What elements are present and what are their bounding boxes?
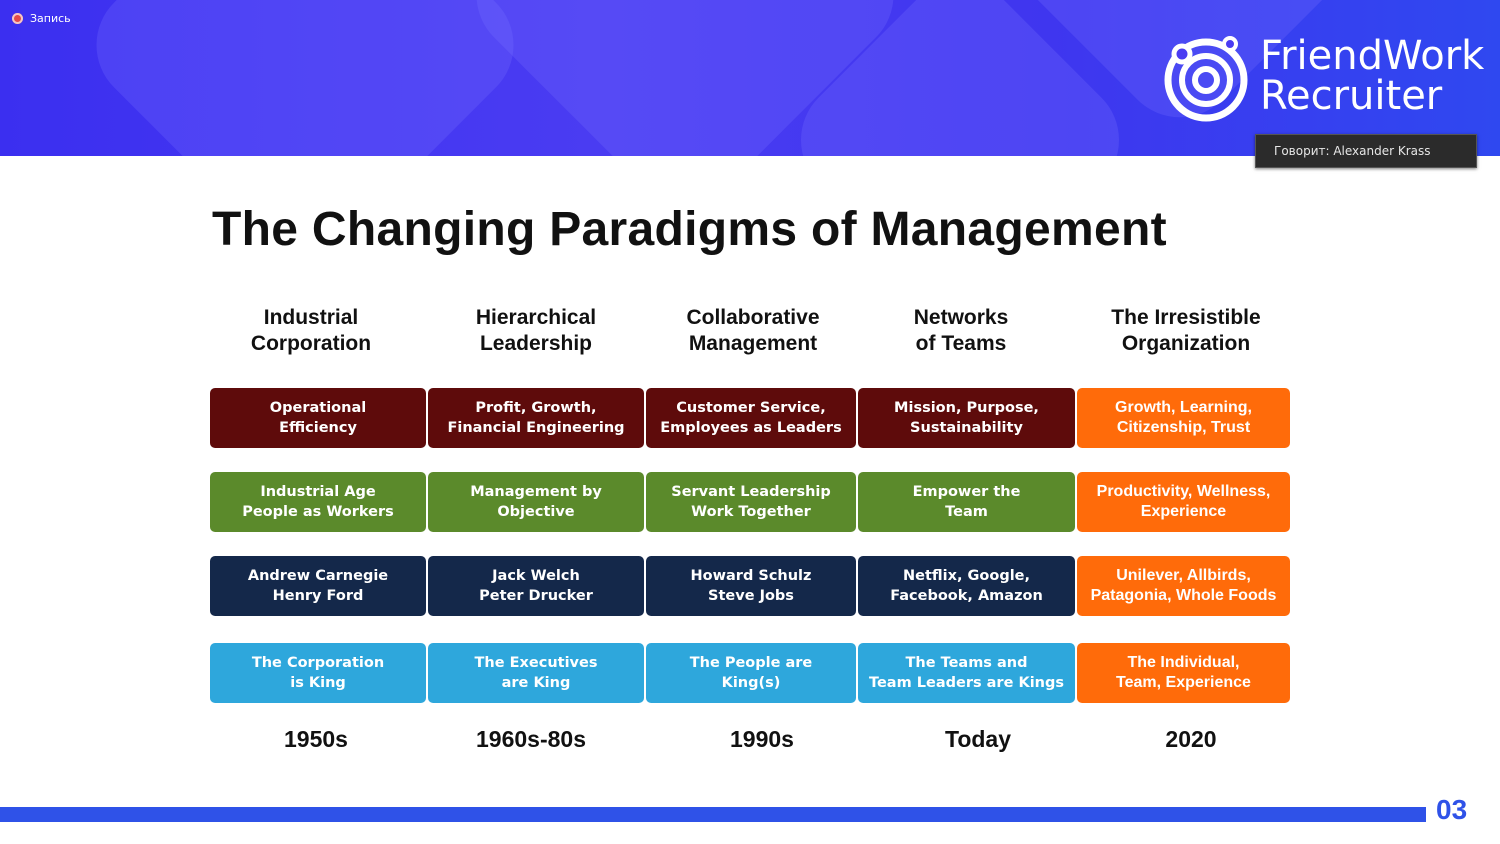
cell-text: The Teams and Team Leaders are Kings [869,655,1064,691]
cell-model: Empower the Team [858,472,1075,532]
cell-leaders: Andrew Carnegie Henry Ford [210,556,426,616]
cell-model: Servant Leadership Work Together [646,472,856,532]
column-heading: Hierarchical Leadership [475,306,597,355]
cell-text: Netflix, Google, Facebook, Amazon [890,568,1043,604]
cell-focus: Operational Efficiency [210,388,426,448]
record-icon [12,13,23,24]
cell-text: Operational Efficiency [269,400,367,436]
recording-indicator: Запись [12,12,71,25]
cell-text: Growth, Learning, Citizenship, Trust [1115,399,1252,436]
recording-label: Запись [30,12,71,25]
cell-text: Andrew Carnegie Henry Ford [247,568,389,604]
video-header-banner: Запись FriendWork Recruiter [0,0,1500,156]
cell-leaders: Jack Welch Peter Drucker [428,556,644,616]
cell-text: Profit, Growth, Financial Engineering [447,400,625,436]
cell-text: The Individual, Team, Experience [1116,654,1251,691]
friendwork-logo: FriendWork Recruiter [1160,30,1484,122]
cell-focus: Growth, Learning, Citizenship, Trust [1077,388,1290,448]
cell-text: Mission, Purpose, Sustainability [894,400,1039,436]
column-heading: Collaborative Management [686,306,820,355]
column-heading: Networks of Teams [913,306,1009,355]
cell-king: The Individual, Team, Experience [1077,643,1290,703]
cell-king: The People are King(s) [646,643,856,703]
page-number: 03 [1436,794,1468,825]
cell-model: Productivity, Wellness, Experience [1077,472,1290,532]
era-label: 1960s-80s [476,726,586,752]
column-heading: Industrial Corporation [250,306,372,355]
cell-text: Industrial Age People as Workers [242,484,394,520]
cell-text: Jack Welch Peter Drucker [479,568,593,604]
cell-leaders: Unilever, Allbirds, Patagonia, Whole Foo… [1077,556,1290,616]
column-heading: The Irresistible Organization [1111,306,1261,355]
cell-text: The People are King(s) [689,655,813,691]
cell-focus: Customer Service, Employees as Leaders [646,388,856,448]
slide-title: The Changing Paradigms of Management [212,203,1167,256]
cell-leaders: Howard Schulz Steve Jobs [646,556,856,616]
cell-king: The Corporation is King [210,643,426,703]
cell-text: The Corporation is King [251,655,385,691]
logo-line-2: Recruiter [1260,73,1443,119]
era-label: 2020 [1165,726,1217,752]
cell-text: Management by Objective [470,484,602,520]
cell-king: The Teams and Team Leaders are Kings [858,643,1075,703]
cell-text: Empower the Team [912,484,1021,520]
cell-text: Howard Schulz Steve Jobs [690,568,812,604]
cell-text: Customer Service, Employees as Leaders [660,400,842,436]
logo-line-1: FriendWork [1260,33,1485,79]
era-label: Today [944,726,1012,752]
active-speaker-label: Говорит: Alexander Krass [1255,134,1477,168]
cell-king: The Executives are King [428,643,644,703]
cell-text: Unilever, Allbirds, Patagonia, Whole Foo… [1090,567,1277,604]
cell-focus: Profit, Growth, Financial Engineering [428,388,644,448]
cell-focus: Mission, Purpose, Sustainability [858,388,1075,448]
cell-leaders: Netflix, Google, Facebook, Amazon [858,556,1075,616]
cell-text: Servant Leadership Work Together [671,484,831,520]
banner-decoration [71,0,539,156]
footer-bar [0,807,1426,822]
friendwork-logo-icon [1164,36,1248,122]
era-label: 1990s [730,726,794,752]
cell-model: Management by Objective [428,472,644,532]
cell-text: Productivity, Wellness, Experience [1096,483,1271,520]
cell-model: Industrial Age People as Workers [210,472,426,532]
cell-text: The Executives are King [474,655,598,691]
era-label: 1950s [284,726,348,752]
